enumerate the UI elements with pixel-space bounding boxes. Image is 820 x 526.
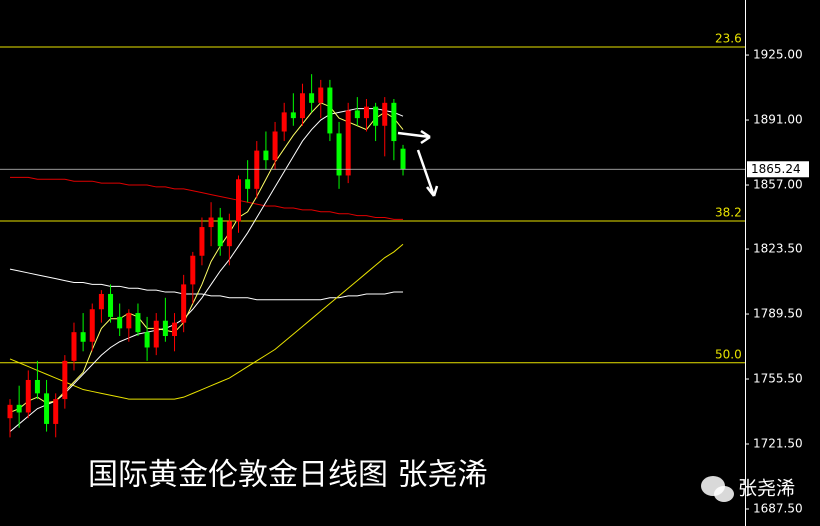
candle-body (108, 293, 114, 317)
candle-body (153, 320, 159, 348)
candle-body (89, 309, 95, 342)
plot-area: 1925.00 1891.00 1857.00 1823.50 1789.50 1755.… (0, 32, 809, 515)
candle-body (373, 106, 379, 126)
y-tick-label: 1721.50 (753, 437, 803, 451)
candle-body (327, 87, 333, 134)
candle-body (290, 112, 296, 119)
current-price: 1865.24 (751, 162, 801, 176)
candle-body (34, 379, 40, 394)
candle-body (7, 404, 13, 419)
moving-average (9, 102, 404, 413)
candle-body (53, 399, 59, 424)
candle-body (354, 110, 360, 119)
candle-body (172, 322, 178, 337)
candle-body (391, 102, 397, 142)
moving-average (10, 176, 404, 220)
candle-body (281, 112, 287, 132)
candle-body (254, 150, 260, 189)
candle-body (400, 148, 406, 170)
caption: 国际黄金伦敦金日线图 张尧浠 (88, 458, 488, 493)
candle-body (190, 255, 196, 285)
candle-body (199, 227, 205, 256)
price-box (747, 161, 809, 178)
candle-body (363, 106, 369, 119)
candle-body (135, 313, 141, 333)
moving-average (9, 108, 404, 432)
y-tick-label: 1857.00 (753, 178, 803, 192)
candle-body (309, 93, 315, 103)
candle-body (162, 320, 168, 337)
arrow (397, 129, 431, 145)
y-tick-label: 1925.00 (753, 48, 803, 62)
y-tick-label: 1891.00 (753, 113, 803, 127)
candle-body (217, 217, 223, 247)
candle-body (16, 404, 22, 413)
y-tick-label: 1687.50 (753, 501, 803, 515)
y-tick-label: 1755.50 (753, 372, 803, 386)
candle-body (98, 293, 104, 310)
candle-body (336, 133, 342, 176)
arrow (416, 149, 439, 197)
candle-body (299, 93, 305, 119)
candle-body (44, 393, 50, 424)
candle-body (25, 379, 31, 413)
candle-body (245, 179, 251, 189)
candle-body (226, 221, 232, 247)
fib-label: 50.0 (715, 347, 742, 361)
candle-body (126, 313, 132, 329)
candle-body (144, 332, 150, 348)
fib-label: 23.6 (715, 32, 742, 46)
candle-body (80, 332, 86, 342)
candle-body (236, 179, 241, 222)
moving-average (9, 243, 404, 400)
candle-body (345, 110, 351, 176)
y-tick-label: 1823.50 (753, 242, 803, 256)
watermark-icon (701, 476, 734, 502)
candle-body (208, 217, 214, 228)
fib-label: 38.2 (715, 205, 742, 219)
watermark: 张尧浠 (738, 478, 795, 500)
candle-body (62, 360, 68, 400)
candle-body (71, 332, 77, 361)
candle-body (263, 150, 269, 161)
candle-body (272, 131, 278, 161)
candle-body (382, 102, 388, 126)
candle-body (181, 284, 187, 323)
candle-body (318, 87, 324, 103)
y-tick-label: 1789.50 (753, 307, 803, 321)
candle-body (117, 316, 123, 329)
